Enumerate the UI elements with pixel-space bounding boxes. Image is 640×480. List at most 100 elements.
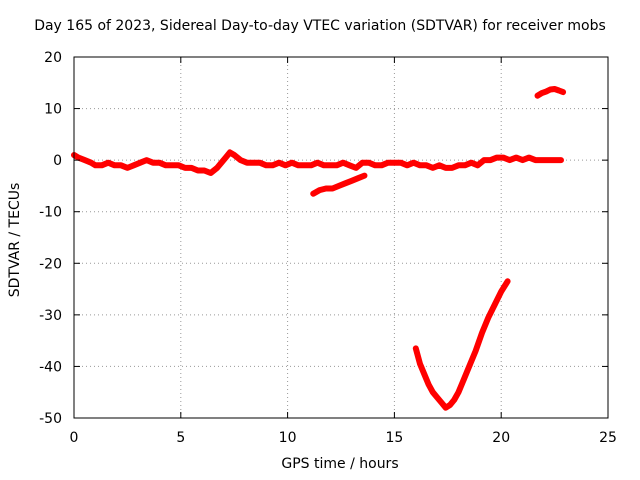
data-point (436, 162, 442, 168)
data-point (485, 314, 491, 320)
data-point (310, 191, 316, 197)
y-tick-label: -40 (39, 359, 62, 375)
data-point (156, 160, 162, 166)
data-point (556, 88, 562, 94)
data-point (434, 394, 440, 400)
data-point (182, 165, 188, 171)
x-tick-label: 20 (492, 430, 510, 446)
x-tick-label: 10 (279, 430, 297, 446)
data-point (475, 162, 481, 168)
data-point (263, 162, 269, 168)
data-point (112, 162, 118, 168)
data-point (443, 405, 449, 411)
data-point (99, 162, 105, 168)
data-point (547, 86, 553, 92)
data-point (505, 278, 511, 284)
data-point (426, 381, 432, 387)
series-line-deep-arc (412, 278, 511, 411)
x-tick-label: 15 (385, 430, 403, 446)
data-point (347, 162, 353, 168)
data-point (334, 162, 340, 168)
data-point (558, 157, 564, 163)
y-tick-label: -20 (39, 256, 62, 272)
data-point (244, 160, 250, 166)
data-point (355, 175, 361, 181)
data-point (169, 162, 175, 168)
data-point (118, 162, 124, 168)
chart-title: Day 165 of 2023, Sidereal Day-to-day VTE… (34, 18, 606, 34)
data-point (214, 165, 220, 171)
data-point (329, 186, 335, 192)
data-point (75, 155, 81, 161)
data-point (462, 162, 468, 168)
data-point (498, 289, 504, 295)
data-point (413, 345, 419, 351)
data-point (455, 162, 461, 168)
data-point (492, 302, 498, 308)
data-point (473, 348, 479, 354)
y-tick-label: -50 (39, 411, 62, 427)
data-point (366, 160, 372, 166)
data-point (438, 400, 444, 406)
data-point (539, 90, 545, 96)
data-point (513, 155, 519, 161)
data-point (488, 157, 494, 163)
data-point (451, 397, 457, 403)
data-point (411, 160, 417, 166)
data-point (340, 160, 346, 166)
data-point (460, 379, 466, 385)
data-point (276, 160, 282, 166)
data-point (479, 330, 485, 336)
data-point (520, 157, 526, 163)
data-point (336, 183, 342, 189)
y-tick-label: 0 (53, 153, 62, 169)
data-point (223, 155, 229, 161)
data-point (150, 160, 156, 166)
y-tick-label: -10 (39, 205, 62, 221)
data-point (323, 186, 329, 192)
data-point (526, 155, 532, 161)
data-point (500, 155, 506, 161)
data-point (468, 160, 474, 166)
data-point (379, 162, 385, 168)
x-tick-label: 25 (599, 430, 617, 446)
data-point (92, 162, 98, 168)
grid (74, 57, 608, 418)
data-point (308, 162, 314, 168)
data-point (188, 165, 194, 171)
data-point (131, 162, 137, 168)
y-tick-label: 10 (44, 102, 62, 118)
data-point (342, 180, 348, 186)
data-point (176, 162, 182, 168)
data-point (449, 165, 455, 171)
data-point (404, 162, 410, 168)
data-point (443, 165, 449, 171)
y-tick-label: 20 (44, 50, 62, 66)
data-point (466, 363, 472, 369)
data-point (535, 93, 541, 99)
data-point (231, 152, 237, 158)
x-tick-label: 5 (176, 430, 185, 446)
data-point (349, 178, 355, 184)
data-point (430, 165, 436, 171)
data-point (417, 361, 423, 367)
x-axis-label: GPS time / hours (281, 456, 399, 472)
data-point (385, 160, 391, 166)
traces (71, 86, 567, 411)
data-point (201, 167, 207, 173)
data-point (144, 157, 150, 163)
data-point (532, 157, 538, 163)
data-point (494, 155, 500, 161)
data-point (321, 162, 327, 168)
data-point (137, 160, 143, 166)
data-point (353, 165, 359, 171)
data-point (327, 162, 333, 168)
data-point (295, 162, 301, 168)
data-point (82, 157, 88, 163)
data-point (430, 389, 436, 395)
data-point (361, 173, 367, 179)
data-point (124, 165, 130, 171)
data-point (359, 160, 365, 166)
x-tick-label: 0 (70, 430, 79, 446)
